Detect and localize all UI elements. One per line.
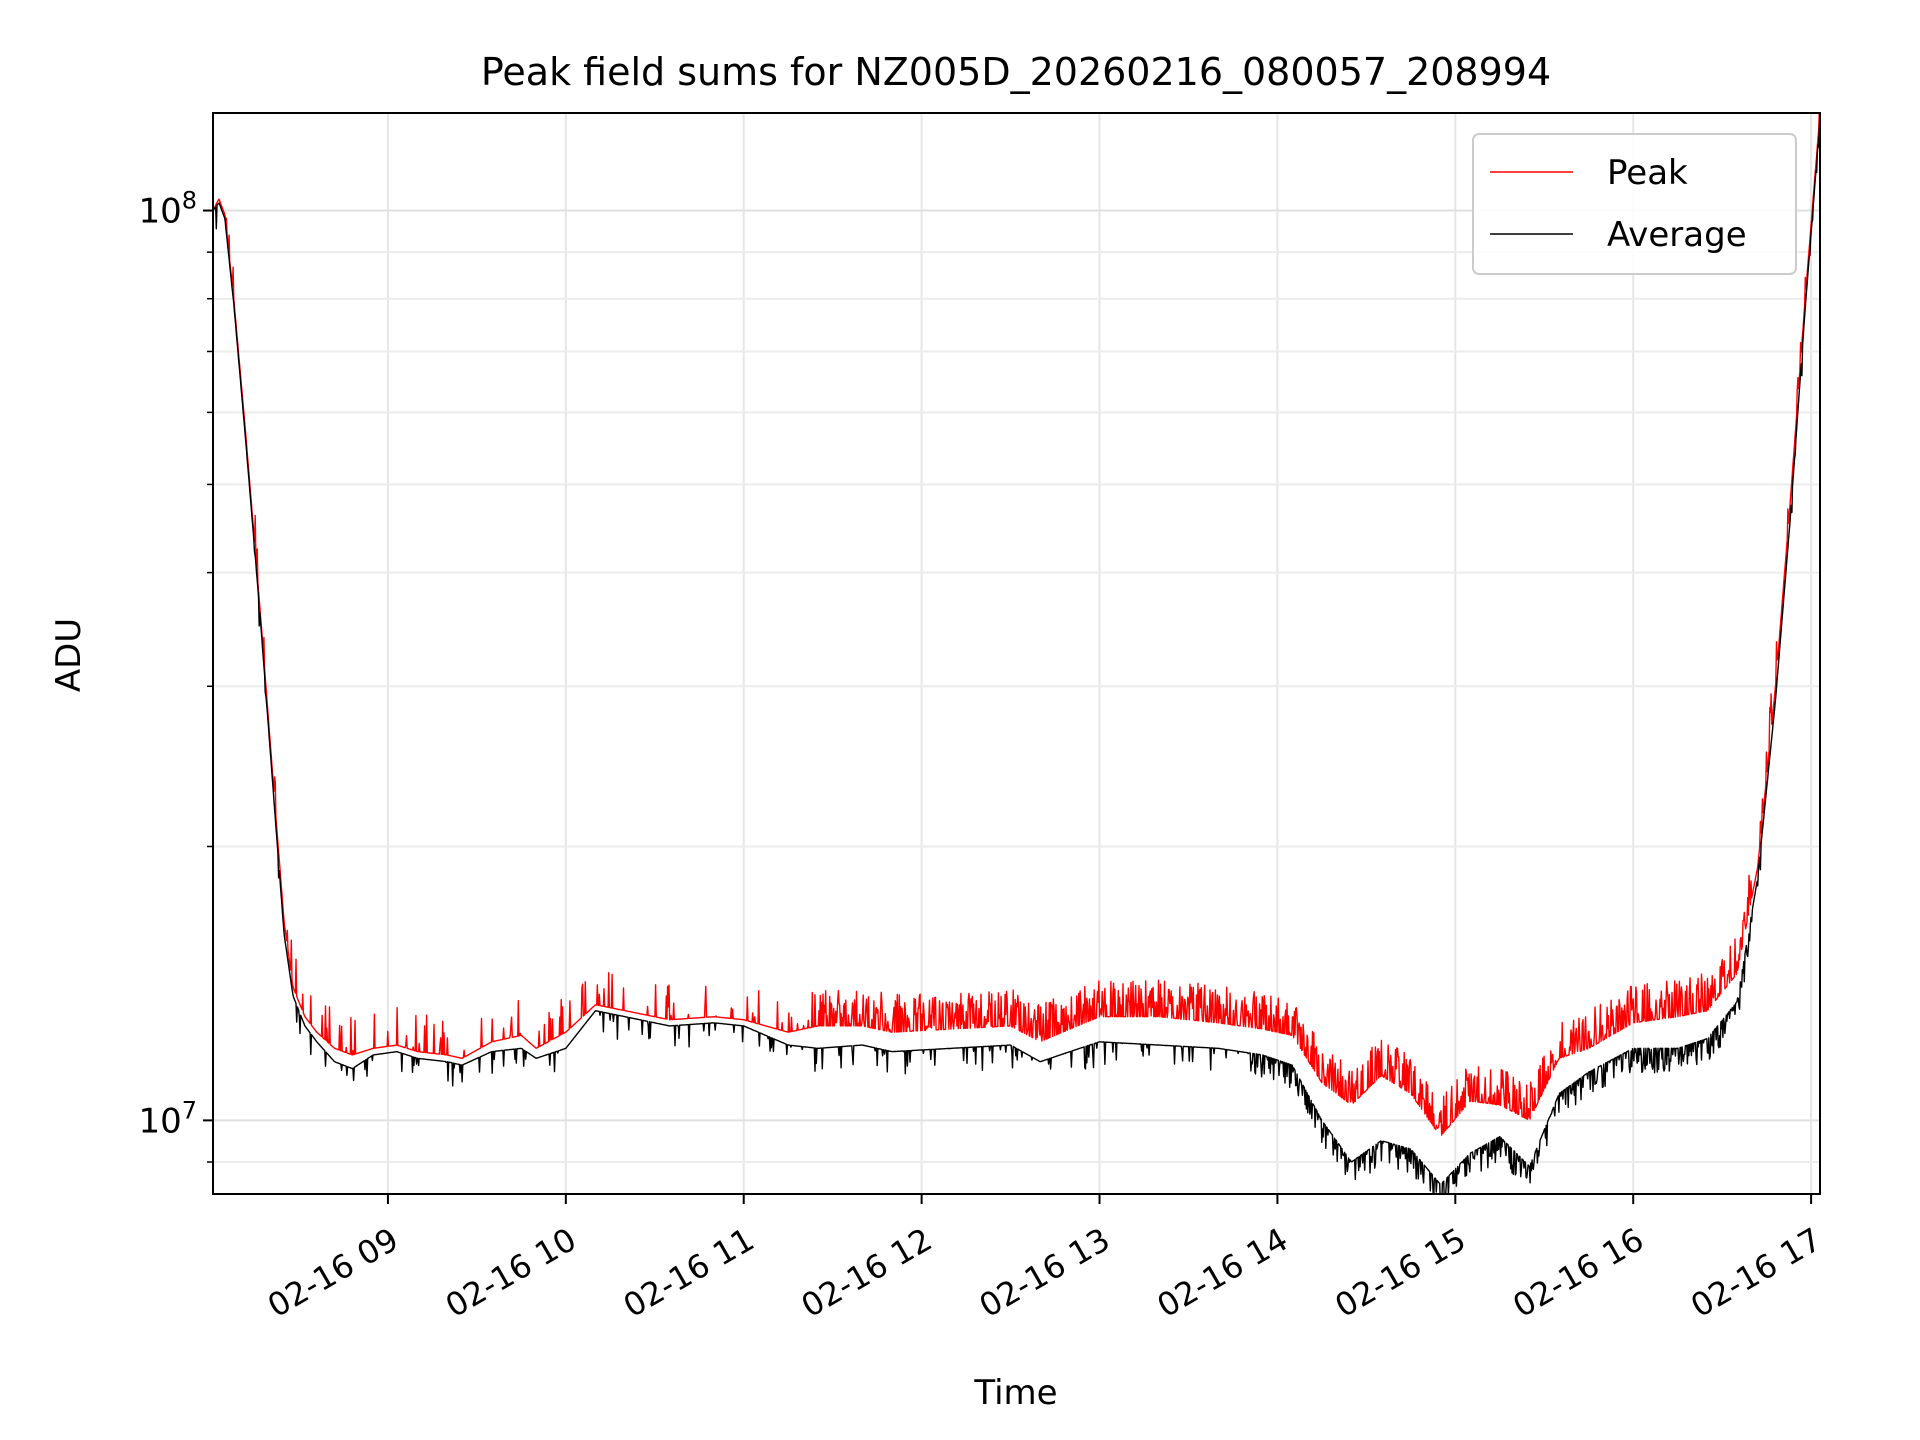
- legend-label-average: Average: [1607, 215, 1747, 255]
- plot-frame: [212, 112, 1821, 1195]
- y-axis-ticks: 107 108: [138, 187, 213, 1163]
- legend-box: [1472, 133, 1797, 275]
- y-tick-label: 107: [138, 1096, 197, 1141]
- series-line-peak: [213, 113, 1820, 1136]
- legend: Peak Average: [1472, 133, 1797, 275]
- series-line-average: [213, 119, 1820, 1194]
- series-layer: [213, 113, 1820, 1194]
- legend-label-peak: Peak: [1607, 153, 1688, 193]
- x-axis-label: Time: [973, 1373, 1057, 1413]
- y-axis-label: ADU: [49, 618, 89, 692]
- chart-title: Peak field sums for NZ005D_20260216_0800…: [481, 50, 1551, 94]
- y-tick-label: 108: [138, 187, 197, 232]
